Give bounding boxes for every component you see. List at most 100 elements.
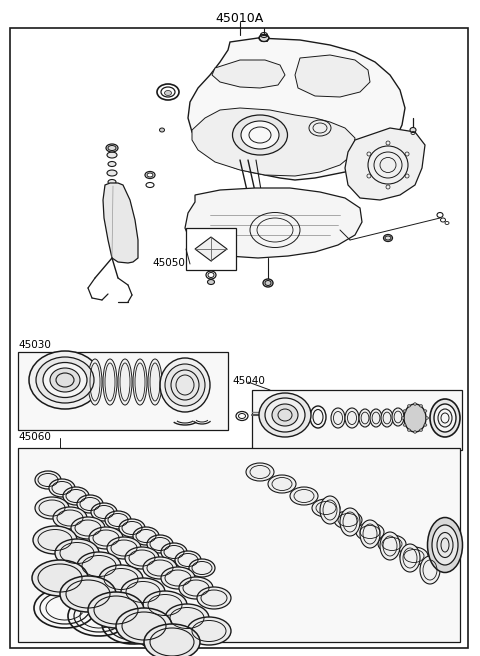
- Ellipse shape: [424, 410, 427, 412]
- Ellipse shape: [53, 507, 87, 529]
- Ellipse shape: [187, 617, 231, 645]
- Text: 45040: 45040: [232, 376, 265, 386]
- Ellipse shape: [381, 409, 393, 427]
- Ellipse shape: [359, 409, 371, 427]
- Ellipse shape: [99, 565, 143, 593]
- Ellipse shape: [32, 560, 88, 596]
- Ellipse shape: [413, 403, 417, 405]
- Ellipse shape: [404, 404, 426, 432]
- Ellipse shape: [60, 576, 116, 612]
- Ellipse shape: [161, 567, 195, 589]
- Ellipse shape: [424, 424, 427, 426]
- Ellipse shape: [63, 487, 89, 505]
- Ellipse shape: [106, 144, 118, 152]
- Ellipse shape: [161, 543, 187, 561]
- Ellipse shape: [370, 409, 382, 427]
- Polygon shape: [212, 60, 285, 88]
- Ellipse shape: [408, 405, 410, 407]
- Ellipse shape: [413, 431, 417, 433]
- Ellipse shape: [133, 359, 147, 405]
- Ellipse shape: [35, 471, 61, 489]
- Ellipse shape: [378, 535, 406, 553]
- Ellipse shape: [380, 532, 400, 560]
- Ellipse shape: [50, 368, 80, 392]
- Polygon shape: [186, 228, 236, 270]
- Ellipse shape: [340, 508, 360, 536]
- Ellipse shape: [189, 559, 215, 577]
- Ellipse shape: [55, 539, 99, 567]
- Polygon shape: [195, 237, 227, 261]
- Ellipse shape: [143, 557, 177, 579]
- Ellipse shape: [159, 128, 165, 132]
- Ellipse shape: [165, 91, 171, 96]
- Ellipse shape: [179, 577, 213, 599]
- Ellipse shape: [400, 544, 420, 572]
- Ellipse shape: [434, 404, 456, 432]
- Ellipse shape: [420, 556, 440, 584]
- Ellipse shape: [403, 424, 406, 426]
- Ellipse shape: [77, 495, 103, 513]
- Polygon shape: [295, 55, 370, 97]
- Ellipse shape: [108, 188, 117, 194]
- Ellipse shape: [425, 417, 429, 419]
- Text: 45050: 45050: [152, 258, 185, 268]
- Ellipse shape: [241, 121, 279, 149]
- Polygon shape: [252, 390, 462, 450]
- Ellipse shape: [118, 359, 132, 405]
- Ellipse shape: [71, 517, 105, 539]
- Ellipse shape: [107, 170, 117, 176]
- Ellipse shape: [175, 551, 201, 569]
- Ellipse shape: [36, 357, 94, 403]
- Ellipse shape: [356, 523, 384, 541]
- Ellipse shape: [259, 393, 311, 437]
- Ellipse shape: [119, 519, 145, 537]
- Ellipse shape: [408, 429, 410, 432]
- Polygon shape: [188, 38, 405, 180]
- Ellipse shape: [331, 408, 345, 428]
- Ellipse shape: [197, 587, 231, 609]
- Ellipse shape: [103, 359, 117, 405]
- Ellipse shape: [432, 525, 458, 565]
- Ellipse shape: [107, 152, 117, 158]
- Ellipse shape: [420, 429, 422, 432]
- Ellipse shape: [33, 526, 77, 554]
- Text: 45010A: 45010A: [216, 12, 264, 25]
- Ellipse shape: [77, 552, 121, 580]
- Ellipse shape: [108, 161, 116, 167]
- Ellipse shape: [334, 511, 362, 529]
- Ellipse shape: [246, 463, 274, 481]
- Ellipse shape: [49, 479, 75, 497]
- Ellipse shape: [403, 410, 406, 412]
- Ellipse shape: [160, 358, 210, 412]
- Ellipse shape: [232, 115, 288, 155]
- Text: 45060: 45060: [18, 432, 51, 442]
- Ellipse shape: [312, 499, 340, 517]
- Ellipse shape: [265, 398, 305, 432]
- Ellipse shape: [259, 35, 269, 41]
- Ellipse shape: [360, 520, 380, 548]
- Polygon shape: [345, 128, 425, 200]
- Ellipse shape: [400, 547, 428, 565]
- Ellipse shape: [88, 359, 102, 405]
- Ellipse shape: [272, 404, 298, 426]
- Ellipse shape: [125, 547, 159, 569]
- Ellipse shape: [384, 234, 393, 241]
- Polygon shape: [103, 183, 138, 263]
- Polygon shape: [192, 108, 355, 176]
- Ellipse shape: [107, 197, 117, 203]
- Text: 45030: 45030: [18, 340, 51, 350]
- Ellipse shape: [430, 399, 460, 437]
- Ellipse shape: [121, 578, 165, 606]
- Ellipse shape: [89, 527, 123, 549]
- Ellipse shape: [29, 351, 101, 409]
- Ellipse shape: [88, 592, 144, 628]
- Ellipse shape: [207, 279, 215, 285]
- Ellipse shape: [91, 503, 117, 521]
- Ellipse shape: [165, 604, 209, 632]
- Ellipse shape: [290, 487, 318, 505]
- Ellipse shape: [165, 364, 205, 406]
- Ellipse shape: [116, 608, 172, 644]
- Ellipse shape: [268, 475, 296, 493]
- Ellipse shape: [401, 417, 405, 419]
- Ellipse shape: [428, 518, 463, 573]
